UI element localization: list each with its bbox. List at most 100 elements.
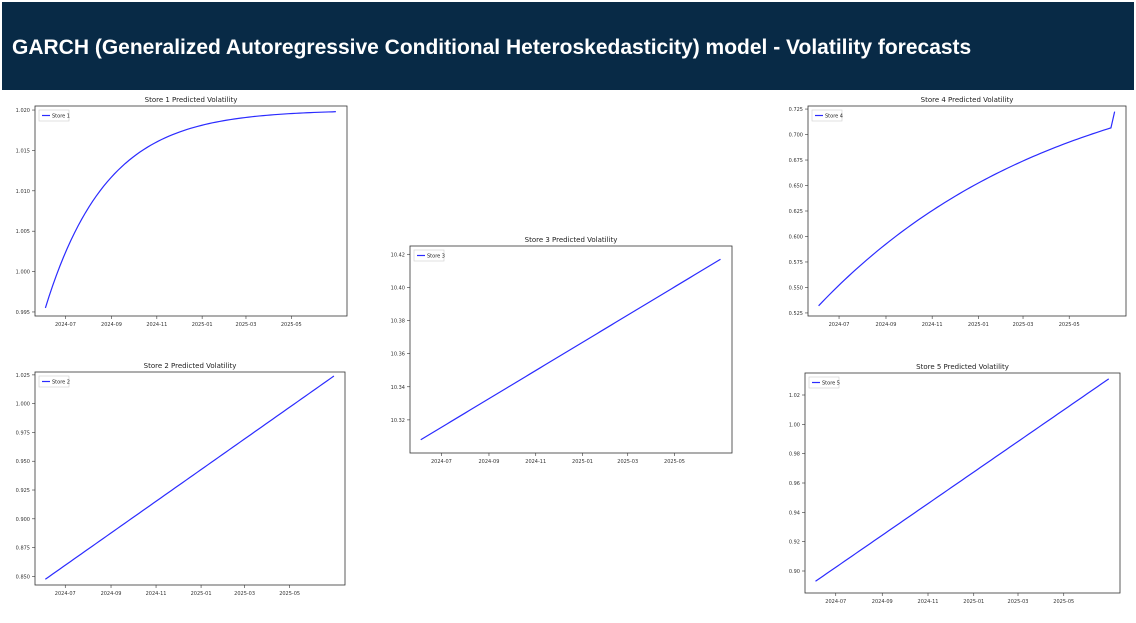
- store-4-y-tick-label: 0.675: [789, 158, 803, 164]
- store-4-y-tick-label: 0.650: [789, 184, 803, 190]
- store-4-x-tick-label: 2025-01: [968, 322, 989, 328]
- store-3-y-tick-label: 10.42: [391, 252, 405, 258]
- store-2-legend: Store 2: [38, 375, 70, 388]
- store-2-y-tick-label: 0.975: [16, 430, 30, 436]
- store-5-y-tick-label: 0.98: [789, 452, 800, 458]
- store-3-plot-frame: [409, 245, 733, 454]
- store-4-y-tick-label: 0.700: [789, 133, 803, 139]
- store-4-series-line: [818, 111, 1116, 307]
- chart-store-2: Store 2 Predicted Volatility 0.850 0.875 0.…: [16, 362, 346, 597]
- store-1-y-tick-label: 1.015: [16, 148, 30, 154]
- store-3-x-tick-label: 2025-01: [572, 459, 593, 465]
- store-4-y-tick-label: 0.625: [789, 209, 803, 215]
- store-5-plot-frame: [804, 372, 1121, 594]
- store-4-y-tick-label: 0.525: [789, 311, 803, 317]
- store-3-y-tick-label: 10.36: [391, 352, 405, 358]
- store-4-y-tick-label: 0.575: [789, 260, 803, 266]
- chart-store-5: Store 5 Predicted Volatility 0.90 0.92 0.94…: [789, 363, 1121, 605]
- store-5-x-tick-label: 2024-11: [918, 599, 939, 605]
- store-5-y-tick-label: 1.02: [789, 393, 800, 399]
- store-2-legend-label: Store 2: [52, 380, 70, 386]
- store-3-chart-title: Store 3 Predicted Volatility: [525, 236, 618, 244]
- store-2-y-tick-label: 0.925: [16, 488, 30, 494]
- chart-store-3: Store 3 Predicted Volatility 10.32 10.34 10…: [391, 236, 733, 465]
- store-5-legend-box: [808, 376, 840, 389]
- store-1-y-tick-label: 1.020: [16, 108, 30, 114]
- store-2-x-tick-label: 2024-09: [101, 591, 122, 597]
- store-1-x-tick-label: 2025-03: [236, 322, 257, 328]
- store-2-y-tick-label: 0.850: [16, 574, 30, 580]
- store-1-series-line: [44, 111, 336, 309]
- store-3-y-tick-label: 10.38: [391, 319, 405, 325]
- store-1-x-tick-label: 2024-11: [146, 322, 167, 328]
- store-1-y-tick-label: 1.000: [16, 270, 30, 276]
- store-4-x-tick-label: 2025-03: [1013, 322, 1034, 328]
- header-banner: GARCH (Generalized Autoregressive Condit…: [2, 2, 1134, 90]
- store-3-series-line: [420, 258, 721, 441]
- store-2-x-tick-label: 2025-03: [234, 591, 255, 597]
- store-4-legend-box: [811, 109, 843, 122]
- store-3-legend: Store 3: [413, 249, 445, 262]
- chart-store-1: Store 1 Predicted Volatility 0.995 1.000 1.…: [16, 96, 348, 328]
- store-2-series-line: [44, 375, 335, 580]
- store-4-x-tick-label: 2025-05: [1059, 322, 1080, 328]
- store-3-legend-label: Store 3: [427, 254, 445, 260]
- store-2-plot-frame: [34, 371, 346, 586]
- store-5-x-tick-label: 2025-01: [963, 599, 984, 605]
- store-4-x-tick-label: 2024-09: [876, 322, 897, 328]
- store-5-y-tick-label: 0.94: [789, 510, 800, 516]
- store-4-x-tick-label: 2024-11: [922, 322, 943, 328]
- store-5-y-tick-label: 1.00: [789, 422, 800, 428]
- store-3-x-tick-label: 2025-03: [617, 459, 638, 465]
- store-2-y-tick-label: 0.900: [16, 517, 30, 523]
- store-2-x-tick-label: 2025-05: [279, 591, 300, 597]
- store-1-y-tick-label: 0.995: [16, 310, 30, 316]
- store-5-x-tick-label: 2025-03: [1008, 599, 1029, 605]
- store-3-x-tick-label: 2024-07: [431, 459, 452, 465]
- store-5-y-tick-label: 0.90: [789, 569, 800, 575]
- page-title: GARCH (Generalized Autoregressive Condit…: [12, 36, 972, 59]
- store-1-y-tick-label: 1.010: [16, 189, 30, 195]
- store-2-y-tick-label: 0.875: [16, 546, 30, 552]
- store-1-plot-frame: [34, 105, 348, 317]
- store-2-x-tick-label: 2024-07: [55, 591, 76, 597]
- store-1-legend: Store 1: [38, 109, 70, 122]
- store-1-y-tick-label: 1.005: [16, 229, 30, 235]
- store-5-y-tick-label: 0.92: [789, 540, 800, 546]
- store-2-y-tick-label: 0.950: [16, 459, 30, 465]
- store-2-y-tick-label: 1.000: [16, 402, 30, 408]
- store-5-chart-title: Store 5 Predicted Volatility: [916, 363, 1009, 371]
- store-5-x-tick-label: 2025-05: [1053, 599, 1074, 605]
- store-2-x-tick-label: 2025-01: [191, 591, 212, 597]
- store-4-y-tick-label: 0.550: [789, 285, 803, 291]
- store-5-x-tick-label: 2024-07: [825, 599, 846, 605]
- store-2-y-tick-label: 1.025: [16, 373, 30, 379]
- store-2-chart-title: Store 2 Predicted Volatility: [144, 362, 237, 370]
- store-1-legend-label: Store 1: [52, 114, 70, 120]
- store-2-x-tick-label: 2024-11: [146, 591, 167, 597]
- store-1-chart-title: Store 1 Predicted Volatility: [145, 96, 238, 104]
- store-1-x-tick-label: 2025-05: [281, 322, 302, 328]
- store-1-x-tick-label: 2024-09: [101, 322, 122, 328]
- store-2-legend-box: [38, 375, 70, 388]
- store-4-chart-title: Store 4 Predicted Volatility: [921, 96, 1014, 104]
- store-3-x-tick-label: 2024-09: [479, 459, 500, 465]
- store-1-x-tick-label: 2025-01: [192, 322, 213, 328]
- store-5-legend-label: Store 5: [822, 381, 840, 387]
- store-1-legend-box: [38, 109, 70, 122]
- store-5-y-tick-label: 0.96: [789, 481, 800, 487]
- chart-store-4: Store 4 Predicted Volatility 0.525 0.550 0.…: [789, 96, 1127, 328]
- store-5-series-line: [815, 378, 1110, 582]
- store-4-y-tick-label: 0.725: [789, 107, 803, 113]
- store-3-y-tick-label: 10.40: [391, 285, 405, 291]
- store-3-legend-box: [413, 249, 445, 262]
- store-3-x-tick-label: 2025-05: [664, 459, 685, 465]
- store-3-x-tick-label: 2024-11: [525, 459, 546, 465]
- store-3-y-tick-label: 10.34: [391, 385, 405, 391]
- store-4-legend: Store 4: [811, 109, 843, 122]
- store-4-legend-label: Store 4: [825, 114, 843, 120]
- store-5-legend: Store 5: [808, 376, 840, 389]
- store-4-x-tick-label: 2024-07: [829, 322, 850, 328]
- store-5-x-tick-label: 2024-09: [872, 599, 893, 605]
- store-1-x-tick-label: 2024-07: [55, 322, 76, 328]
